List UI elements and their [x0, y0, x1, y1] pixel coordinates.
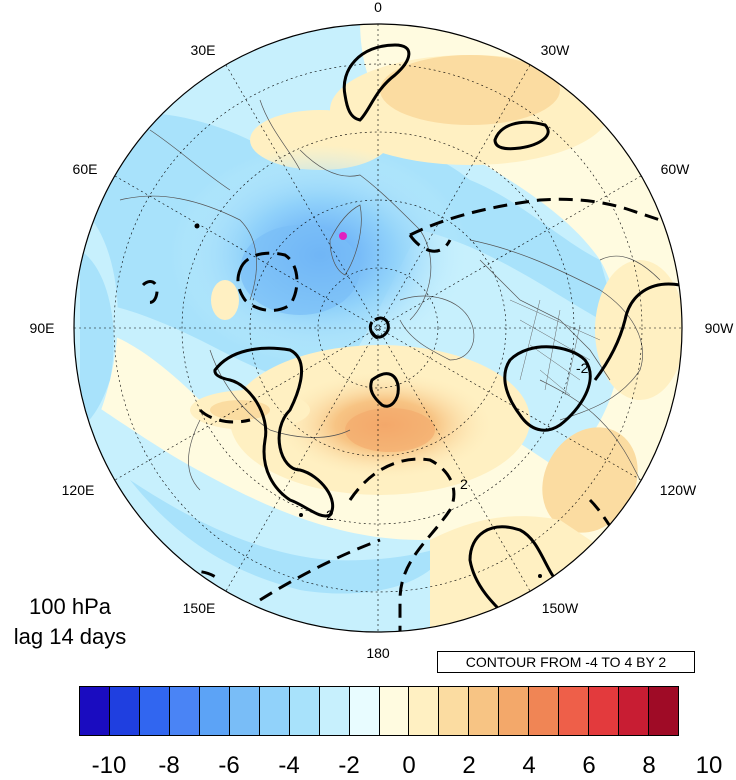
coastlines [119, 99, 661, 491]
lon-label-30e: 30E [191, 42, 216, 58]
colorbar-box [409, 687, 440, 735]
lon-label-150w: 150W [542, 600, 579, 616]
lon-label-60w: 60W [661, 161, 691, 177]
lon-label-90w: 90W [705, 320, 735, 336]
colorbar-box [529, 687, 560, 735]
colorbar-box [619, 687, 650, 735]
contour-label: 2 [326, 507, 334, 523]
colorbar-tick-label: -8 [158, 752, 180, 779]
colorbar-box [589, 687, 620, 735]
colorbar-tick-label: 4 [522, 752, 536, 779]
lon-label-180: 180 [366, 645, 390, 661]
colorbar-box [199, 687, 230, 735]
colorbar-tick-label: -6 [218, 752, 240, 779]
colorbar-box [289, 687, 320, 735]
colorbar-tick-label: 0 [402, 752, 416, 779]
colorbar-box [379, 687, 410, 735]
colorbar [79, 686, 679, 736]
lon-label-30w: 30W [541, 42, 571, 58]
colorbar-box [319, 687, 350, 735]
colorbar-box [559, 687, 590, 735]
colorbar-box [349, 687, 380, 735]
colorbar-box [499, 687, 530, 735]
colorbar-tick-label: 10 [695, 752, 723, 779]
colorbar-box [169, 687, 200, 735]
colorbar-box [649, 687, 679, 735]
level-label: 100 hPa [29, 594, 111, 619]
contour-label: 2 [460, 476, 468, 492]
colorbar-tick-label: -4 [278, 752, 300, 779]
lon-label-150e: 150E [183, 600, 216, 616]
colorbar-tick-label: 2 [462, 752, 476, 779]
colorbar-tick-label: 8 [642, 752, 656, 779]
lon-label-120w: 120W [660, 482, 697, 498]
contour-label: -2 [576, 360, 589, 376]
map-border [73, 23, 683, 633]
colorbar-box [259, 687, 290, 735]
colorbar-box [80, 687, 110, 735]
colorbar-tick-label: 6 [582, 752, 596, 779]
state-borders [509, 299, 601, 396]
city-dot [194, 223, 200, 229]
colorbar-box [109, 687, 140, 735]
lon-label-0: 0 [374, 0, 382, 15]
colorbar-box [469, 687, 500, 735]
contour-lines-negative [141, 197, 682, 632]
point-dot [299, 513, 303, 517]
colorbar-tick-label: -10 [91, 752, 127, 779]
colorbar-box [229, 687, 260, 735]
lon-label-90e: 90E [30, 320, 55, 336]
point-dot [538, 574, 542, 578]
colorbar-box [139, 687, 170, 735]
shaded-field [74, 24, 682, 632]
contour-info-box: CONTOUR FROM -4 TO 4 BY 2 [437, 651, 695, 673]
lon-label-120e: 120E [62, 482, 95, 498]
lag-label: lag 14 days [13, 624, 127, 649]
marker-point [339, 232, 347, 240]
lon-label-60e: 60E [73, 161, 98, 177]
colorbar-tick-label: -2 [338, 752, 360, 779]
colorbar-box [439, 687, 470, 735]
